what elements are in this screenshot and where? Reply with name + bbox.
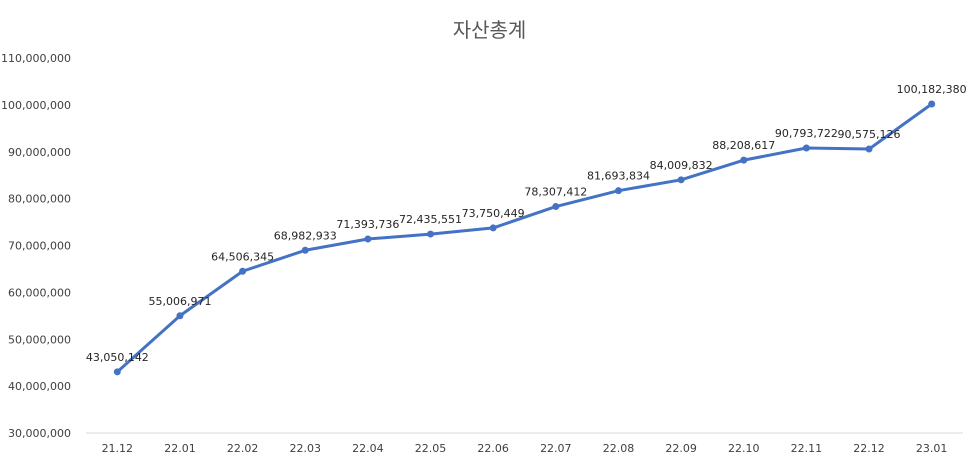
data-label: 72,435,551 [399, 213, 462, 226]
y-tick-label: 90,000,000 [8, 146, 71, 159]
x-tick-label: 22.09 [665, 442, 697, 455]
data-label: 88,208,617 [712, 139, 775, 152]
data-point [740, 156, 748, 164]
data-label: 90,575,126 [838, 128, 901, 141]
data-point [239, 267, 247, 275]
x-tick-label: 21.12 [102, 442, 134, 455]
data-label: 68,982,933 [274, 229, 337, 242]
data-label: 64,506,345 [211, 250, 274, 263]
x-tick-label: 22.08 [603, 442, 635, 455]
data-point [364, 235, 372, 243]
data-label: 100,182,380 [897, 83, 967, 96]
data-label: 43,050,142 [86, 351, 149, 364]
data-point [552, 203, 560, 211]
y-tick-label: 70,000,000 [8, 240, 71, 253]
chart-title: 자산총계 [452, 18, 527, 42]
x-tick-label: 22.04 [352, 442, 384, 455]
data-point [614, 187, 622, 195]
series-line [115, 102, 934, 374]
y-tick-label: 110,000,000 [1, 52, 71, 65]
data-point [802, 144, 810, 152]
data-point [113, 368, 121, 376]
x-tick-label: 22.10 [728, 442, 760, 455]
x-tick-label: 23.01 [916, 442, 948, 455]
data-label: 84,009,832 [650, 159, 713, 172]
x-tick-label: 22.07 [540, 442, 572, 455]
data-point [928, 100, 936, 108]
x-tick-label: 22.02 [227, 442, 259, 455]
x-tick-label: 22.12 [853, 442, 885, 455]
y-tick-label: 100,000,000 [1, 99, 71, 112]
data-point [176, 312, 184, 320]
data-point [301, 246, 309, 254]
data-point [489, 224, 497, 232]
x-tick-label: 22.11 [791, 442, 823, 455]
y-tick-label: 80,000,000 [8, 193, 71, 206]
x-tick-label: 22.01 [164, 442, 196, 455]
data-label: 81,693,834 [587, 170, 650, 183]
data-label: 78,307,412 [524, 186, 587, 199]
x-tick-label: 22.03 [290, 442, 322, 455]
y-tick-label: 40,000,000 [8, 380, 71, 393]
y-tick-label: 60,000,000 [8, 286, 71, 299]
y-tick-label: 30,000,000 [8, 427, 71, 440]
data-label: 90,793,722 [775, 127, 838, 140]
data-label: 71,393,736 [336, 218, 399, 231]
data-label: 55,006,971 [148, 295, 211, 308]
data-label: 73,750,449 [462, 207, 525, 220]
y-tick-label: 50,000,000 [8, 333, 71, 346]
x-tick-label: 22.05 [415, 442, 447, 455]
data-point [865, 145, 873, 153]
data-point [427, 230, 435, 238]
x-tick-label: 22.06 [477, 442, 509, 455]
data-point [677, 176, 685, 184]
